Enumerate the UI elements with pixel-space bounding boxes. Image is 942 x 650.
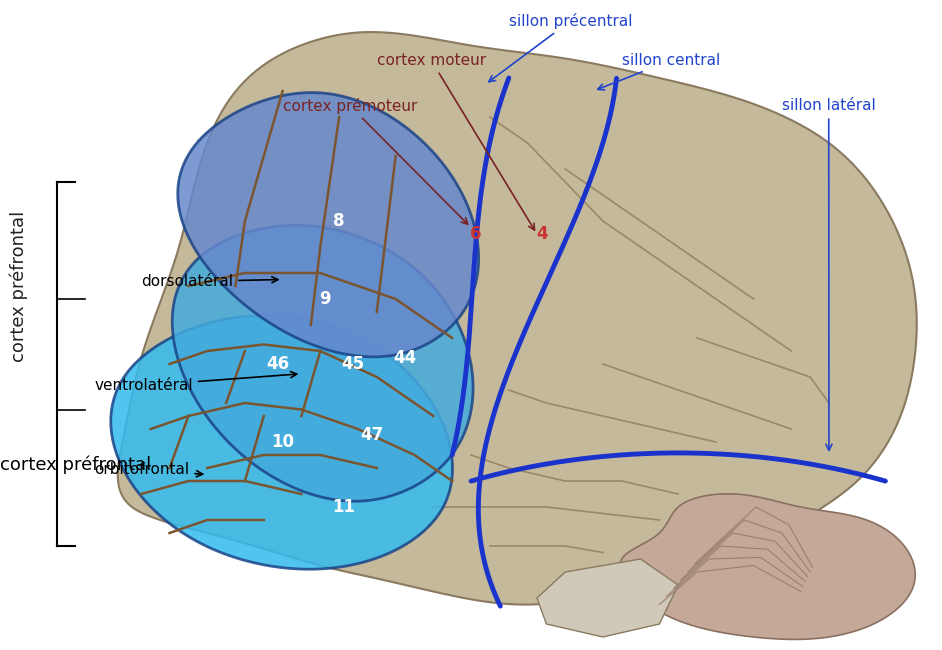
Text: 45: 45 [342, 355, 365, 373]
Text: ventrolatéral: ventrolatéral [94, 372, 297, 393]
Polygon shape [620, 494, 916, 640]
Polygon shape [172, 226, 473, 501]
Text: 6: 6 [470, 225, 481, 243]
Text: cortex moteur: cortex moteur [377, 53, 534, 230]
Polygon shape [178, 92, 479, 357]
Text: cortex préfrontal: cortex préfrontal [9, 211, 28, 361]
Text: cortex prémoteur: cortex prémoteur [283, 98, 468, 224]
Text: 4: 4 [536, 225, 547, 243]
Text: cortex préfrontal: cortex préfrontal [0, 456, 152, 474]
Polygon shape [118, 32, 917, 604]
Text: sillon latéral: sillon latéral [782, 99, 876, 450]
Text: 44: 44 [394, 348, 416, 367]
Text: sillon précentral: sillon précentral [489, 13, 632, 82]
Polygon shape [537, 559, 678, 637]
Text: sillon central: sillon central [598, 53, 720, 90]
Text: dorsolatéral: dorsolatéral [141, 274, 278, 289]
Text: 10: 10 [271, 433, 294, 451]
Text: 11: 11 [333, 498, 355, 516]
Text: 46: 46 [267, 355, 289, 373]
Text: 9: 9 [319, 290, 331, 308]
Text: 47: 47 [361, 426, 383, 445]
Polygon shape [111, 316, 452, 569]
Text: orbitofrontal: orbitofrontal [94, 463, 203, 478]
Text: 8: 8 [333, 212, 345, 230]
